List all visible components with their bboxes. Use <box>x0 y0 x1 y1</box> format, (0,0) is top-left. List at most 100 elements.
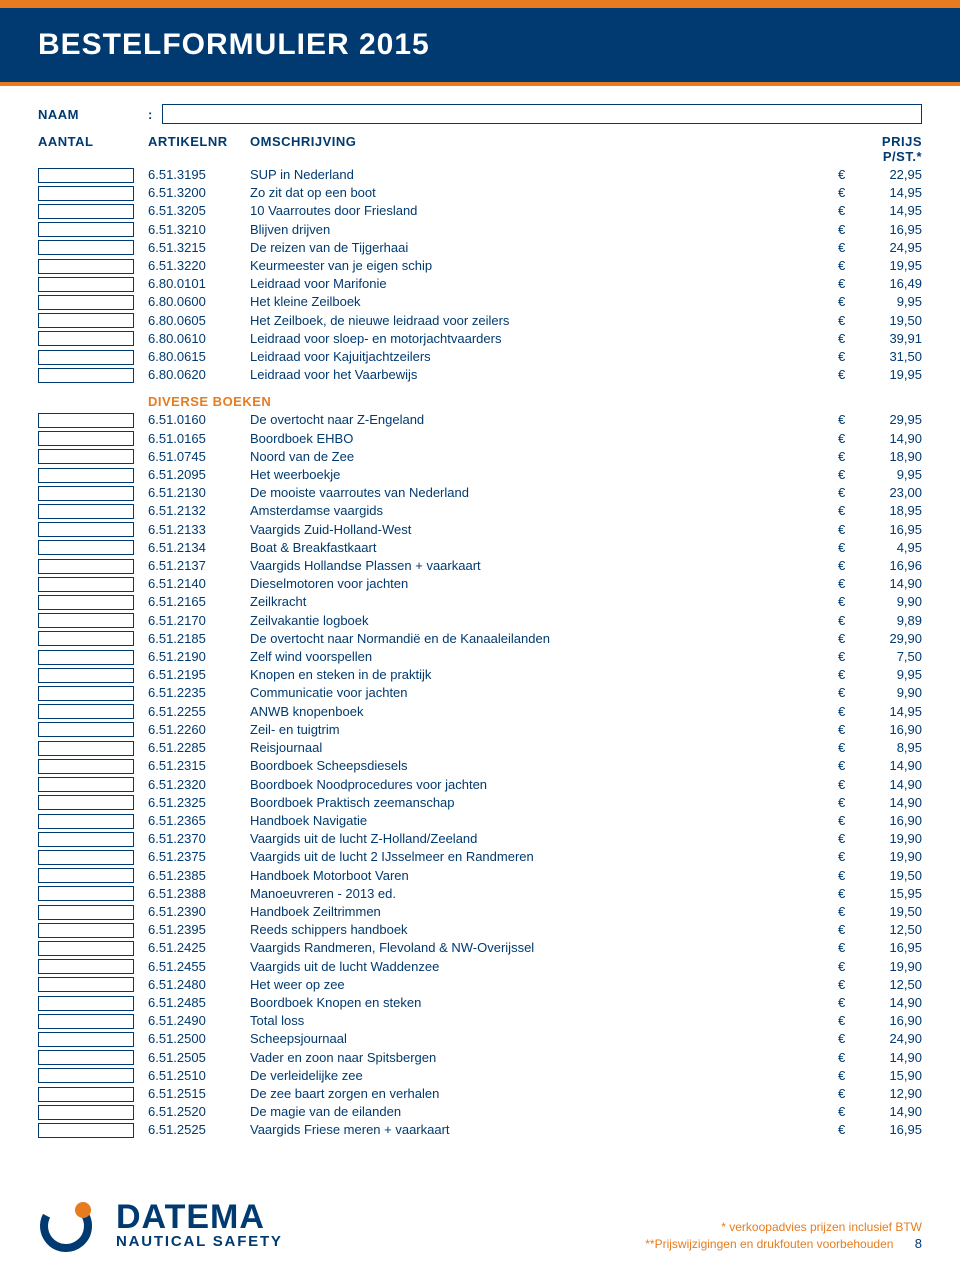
table-row: 6.51.2375Vaargids uit de lucht 2 IJsselm… <box>38 848 922 866</box>
qty-input[interactable] <box>38 504 134 519</box>
article-number: 6.51.2195 <box>148 666 250 684</box>
description: SUP in Nederland <box>250 166 838 184</box>
qty-input[interactable] <box>38 795 134 810</box>
qty-input[interactable] <box>38 777 134 792</box>
table-row: 6.51.0165Boordboek EHBO€14,90 <box>38 430 922 448</box>
description: Reeds schippers handboek <box>250 921 838 939</box>
qty-input[interactable] <box>38 204 134 219</box>
header: BESTELFORMULIER 2015 <box>0 0 960 86</box>
page-title: BESTELFORMULIER 2015 <box>38 28 430 62</box>
article-number: 6.51.3215 <box>148 239 250 257</box>
qty-input[interactable] <box>38 468 134 483</box>
qty-input[interactable] <box>38 486 134 501</box>
currency-symbol: € <box>838 976 860 994</box>
qty-input[interactable] <box>38 741 134 756</box>
brand-subtitle: NAUTICAL SAFETY <box>116 1233 283 1250</box>
qty-input[interactable] <box>38 577 134 592</box>
currency-symbol: € <box>838 848 860 866</box>
qty-input[interactable] <box>38 868 134 883</box>
currency-symbol: € <box>838 202 860 220</box>
qty-input[interactable] <box>38 1105 134 1120</box>
table-header: AANTAL ARTIKELNR OMSCHRIJVING PRIJS P/ST… <box>38 134 922 164</box>
qty-input[interactable] <box>38 222 134 237</box>
table-row: 6.51.2370Vaargids uit de lucht Z-Holland… <box>38 830 922 848</box>
table-row: 6.51.2500Scheepsjournaal€24,90 <box>38 1030 922 1048</box>
qty-input[interactable] <box>38 449 134 464</box>
name-input[interactable] <box>162 104 922 124</box>
qty-input[interactable] <box>38 1123 134 1138</box>
currency-symbol: € <box>838 776 860 794</box>
article-number: 6.80.0610 <box>148 330 250 348</box>
qty-input[interactable] <box>38 240 134 255</box>
qty-input[interactable] <box>38 631 134 646</box>
article-number: 6.51.2130 <box>148 484 250 502</box>
table-row: 6.80.0610Leidraad voor sloep- en motorja… <box>38 330 922 348</box>
currency-symbol: € <box>838 1085 860 1103</box>
article-number: 6.51.3220 <box>148 257 250 275</box>
qty-input[interactable] <box>38 186 134 201</box>
qty-input[interactable] <box>38 168 134 183</box>
article-number: 6.80.0600 <box>148 293 250 311</box>
description: Blijven drijven <box>250 221 838 239</box>
qty-input[interactable] <box>38 259 134 274</box>
qty-input[interactable] <box>38 350 134 365</box>
qty-input[interactable] <box>38 722 134 737</box>
qty-input[interactable] <box>38 686 134 701</box>
qty-input[interactable] <box>38 540 134 555</box>
qty-input[interactable] <box>38 431 134 446</box>
qty-input[interactable] <box>38 668 134 683</box>
price: 12,90 <box>860 1085 922 1103</box>
price: 15,95 <box>860 885 922 903</box>
qty-input[interactable] <box>38 996 134 1011</box>
description: Scheepsjournaal <box>250 1030 838 1048</box>
description: Vaargids uit de lucht Z-Holland/Zeeland <box>250 830 838 848</box>
description: Leidraad voor sloep- en motorjachtvaarde… <box>250 330 838 348</box>
currency-symbol: € <box>838 366 860 384</box>
table-row: 6.51.2515De zee baart zorgen en verhalen… <box>38 1085 922 1103</box>
qty-input[interactable] <box>38 1087 134 1102</box>
page-number: 8 <box>915 1236 922 1251</box>
qty-input[interactable] <box>38 959 134 974</box>
qty-input[interactable] <box>38 522 134 537</box>
currency-symbol: € <box>838 521 860 539</box>
qty-input[interactable] <box>38 923 134 938</box>
price: 9,89 <box>860 612 922 630</box>
qty-input[interactable] <box>38 886 134 901</box>
qty-input[interactable] <box>38 559 134 574</box>
qty-input[interactable] <box>38 941 134 956</box>
qty-input[interactable] <box>38 1032 134 1047</box>
qty-input[interactable] <box>38 1068 134 1083</box>
qty-input[interactable] <box>38 704 134 719</box>
description: Handboek Navigatie <box>250 812 838 830</box>
qty-input[interactable] <box>38 905 134 920</box>
qty-input[interactable] <box>38 368 134 383</box>
qty-input[interactable] <box>38 595 134 610</box>
article-number: 6.51.2375 <box>148 848 250 866</box>
qty-input[interactable] <box>38 1050 134 1065</box>
qty-input[interactable] <box>38 613 134 628</box>
qty-input[interactable] <box>38 759 134 774</box>
qty-input[interactable] <box>38 977 134 992</box>
article-number: 6.51.2285 <box>148 739 250 757</box>
currency-symbol: € <box>838 903 860 921</box>
article-number: 6.51.3200 <box>148 184 250 202</box>
description: Vaargids Zuid-Holland-West <box>250 521 838 539</box>
article-number: 6.51.2255 <box>148 703 250 721</box>
qty-input[interactable] <box>38 277 134 292</box>
qty-input[interactable] <box>38 814 134 829</box>
price: 16,90 <box>860 721 922 739</box>
qty-input[interactable] <box>38 1014 134 1029</box>
article-number: 6.80.0605 <box>148 312 250 330</box>
table-row: 6.51.2385Handboek Motorboot Varen€19,50 <box>38 867 922 885</box>
qty-input[interactable] <box>38 850 134 865</box>
qty-input[interactable] <box>38 313 134 328</box>
qty-input[interactable] <box>38 331 134 346</box>
price: 9,95 <box>860 666 922 684</box>
qty-input[interactable] <box>38 413 134 428</box>
qty-input[interactable] <box>38 295 134 310</box>
description: Zo zit dat op een boot <box>250 184 838 202</box>
qty-input[interactable] <box>38 832 134 847</box>
qty-input[interactable] <box>38 650 134 665</box>
footnotes: * verkoopadvies prijzen inclusief BTW **… <box>645 1219 922 1253</box>
footer: DATEMA NAUTICAL SAFETY * verkoopadvies p… <box>38 1199 922 1253</box>
